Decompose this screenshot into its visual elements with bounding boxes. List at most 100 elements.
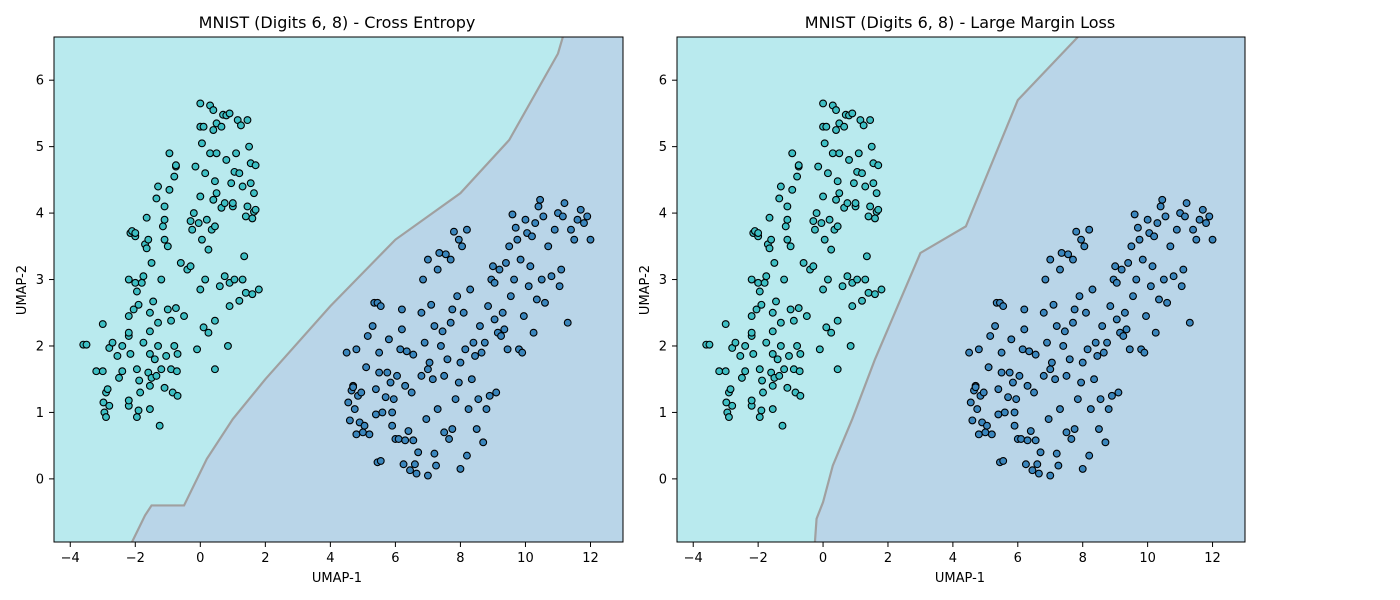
point-class-b bbox=[1000, 408, 1009, 417]
point-class-b bbox=[423, 365, 432, 374]
point-class-a bbox=[118, 342, 127, 350]
point-class-a bbox=[861, 275, 870, 284]
point-class-b bbox=[1119, 332, 1128, 340]
point-class-a bbox=[230, 275, 239, 284]
point-class-b bbox=[1020, 325, 1029, 334]
point-class-a bbox=[241, 288, 250, 297]
point-class-a bbox=[145, 308, 154, 317]
point-class-a bbox=[845, 155, 853, 164]
point-class-b bbox=[490, 278, 499, 287]
point-class-a bbox=[853, 275, 862, 284]
point-class-b bbox=[534, 202, 543, 211]
point-class-a bbox=[210, 177, 219, 186]
point-class-a bbox=[849, 179, 858, 188]
point-class-b bbox=[394, 435, 403, 443]
x-tick-label: 4 bbox=[326, 551, 334, 566]
point-class-a bbox=[124, 396, 133, 405]
point-class-a bbox=[194, 219, 203, 228]
point-class-a bbox=[170, 172, 179, 181]
point-class-a bbox=[833, 316, 842, 325]
point-class-b bbox=[1112, 315, 1121, 324]
point-class-a bbox=[158, 222, 167, 231]
point-class-b bbox=[488, 262, 497, 271]
point-class-a bbox=[225, 302, 234, 311]
point-class-b bbox=[389, 395, 398, 404]
point-class-b bbox=[466, 285, 475, 294]
point-class-a bbox=[773, 355, 782, 364]
point-class-a bbox=[809, 262, 818, 271]
y-tick-label: 3 bbox=[659, 273, 667, 288]
point-class-a bbox=[167, 316, 176, 325]
point-class-a bbox=[775, 194, 784, 203]
point-class-b bbox=[406, 466, 414, 475]
point-class-b bbox=[1169, 272, 1178, 281]
axes-frame bbox=[53, 36, 624, 543]
point-class-a bbox=[783, 202, 792, 211]
point-class-a bbox=[188, 225, 197, 234]
point-class-b bbox=[518, 348, 527, 357]
point-class-b bbox=[345, 416, 354, 425]
point-class-a bbox=[176, 258, 185, 267]
point-class-a bbox=[752, 305, 761, 314]
point-class-b bbox=[417, 371, 426, 380]
point-class-b bbox=[1125, 345, 1134, 354]
point-class-a bbox=[770, 258, 779, 267]
point-class-b bbox=[449, 227, 458, 236]
point-class-a bbox=[867, 142, 876, 151]
point-class-b bbox=[544, 242, 553, 251]
point-class-b bbox=[459, 308, 468, 317]
y-axis-label: UMAP-2 bbox=[638, 265, 653, 315]
point-class-b bbox=[1073, 395, 1082, 404]
point-class-b bbox=[430, 322, 439, 330]
point-class-b bbox=[511, 223, 520, 232]
point-class-b bbox=[401, 436, 410, 445]
point-class-b bbox=[1036, 448, 1045, 457]
point-class-b bbox=[482, 405, 491, 414]
point-class-b bbox=[446, 318, 455, 327]
point-class-a bbox=[201, 169, 210, 178]
point-class-b bbox=[381, 393, 390, 402]
point-class-b bbox=[1177, 282, 1186, 291]
point-class-b bbox=[386, 378, 395, 387]
point-class-a bbox=[819, 99, 828, 108]
point-class-b bbox=[1166, 242, 1175, 251]
x-tick-label: 12 bbox=[582, 551, 599, 566]
point-class-b bbox=[1093, 351, 1102, 360]
point-class-b bbox=[441, 250, 450, 259]
point-class-a bbox=[754, 278, 763, 287]
point-class-b bbox=[510, 275, 519, 284]
point-class-a bbox=[772, 297, 780, 306]
point-class-b bbox=[349, 383, 358, 392]
point-class-a bbox=[171, 161, 180, 170]
point-class-b bbox=[474, 395, 483, 404]
x-tick-label: 6 bbox=[391, 551, 399, 566]
point-class-a bbox=[823, 169, 832, 178]
point-class-a bbox=[154, 318, 162, 327]
point-class-a bbox=[246, 179, 255, 188]
point-class-b bbox=[477, 348, 486, 357]
point-class-b bbox=[1077, 235, 1086, 244]
point-class-b bbox=[1091, 338, 1100, 347]
point-class-b bbox=[1039, 308, 1048, 317]
point-class-b bbox=[1046, 255, 1055, 264]
point-class-a bbox=[788, 185, 797, 194]
point-class-b bbox=[1080, 242, 1089, 251]
point-class-a bbox=[131, 278, 140, 287]
point-class-a bbox=[840, 122, 849, 131]
point-class-b bbox=[435, 249, 444, 257]
point-class-a bbox=[705, 340, 714, 349]
x-tick-label: 2 bbox=[884, 551, 892, 566]
point-class-a bbox=[108, 338, 117, 347]
point-class-a bbox=[126, 350, 135, 358]
point-class-a bbox=[150, 355, 159, 364]
point-class-a bbox=[165, 149, 174, 158]
point-class-b bbox=[1103, 338, 1112, 347]
point-class-b bbox=[1078, 464, 1087, 473]
point-class-b bbox=[495, 265, 504, 274]
point-class-b bbox=[503, 345, 512, 354]
point-class-a bbox=[832, 195, 840, 204]
point-class-b bbox=[1189, 225, 1198, 234]
point-class-b bbox=[417, 308, 426, 317]
y-tick-label: 2 bbox=[659, 339, 667, 354]
